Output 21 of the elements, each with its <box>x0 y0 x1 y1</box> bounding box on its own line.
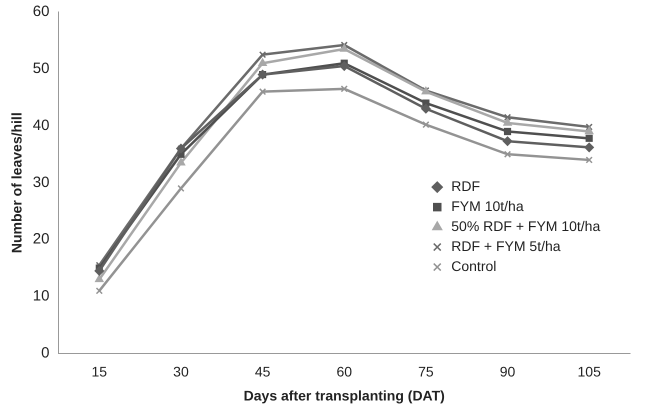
x-tick-label: 75 <box>418 364 434 380</box>
y-tick-label: 30 <box>32 174 50 191</box>
x-tick-label: 60 <box>336 364 352 380</box>
x-tick-label: 30 <box>173 364 189 380</box>
x-tick-label: 15 <box>92 364 108 380</box>
y-axis-title: Number of leaves/hill <box>8 112 24 254</box>
legend-label: FYM 10t/ha <box>451 198 524 214</box>
x-tick-label: 45 <box>254 364 271 380</box>
y-tick-label: 40 <box>32 116 50 134</box>
y-tick-label: 20 <box>32 230 50 248</box>
x-tick-label: 90 <box>500 364 516 380</box>
y-tick-label: 50 <box>32 60 50 78</box>
legend-label: RDF <box>451 178 480 194</box>
x-axis-title: Days after transplanting (DAT) <box>244 387 445 404</box>
x-tick-label: 105 <box>578 364 602 380</box>
y-tick-label: 10 <box>32 288 50 305</box>
legend-label: RDF + FYM 5t/ha <box>451 238 561 254</box>
y-tick-label: 60 <box>32 3 50 20</box>
legend-label: 50% RDF + FYM 10t/ha <box>451 218 600 234</box>
y-tick-label: 0 <box>41 344 50 362</box>
legend-label: Control <box>451 258 496 274</box>
